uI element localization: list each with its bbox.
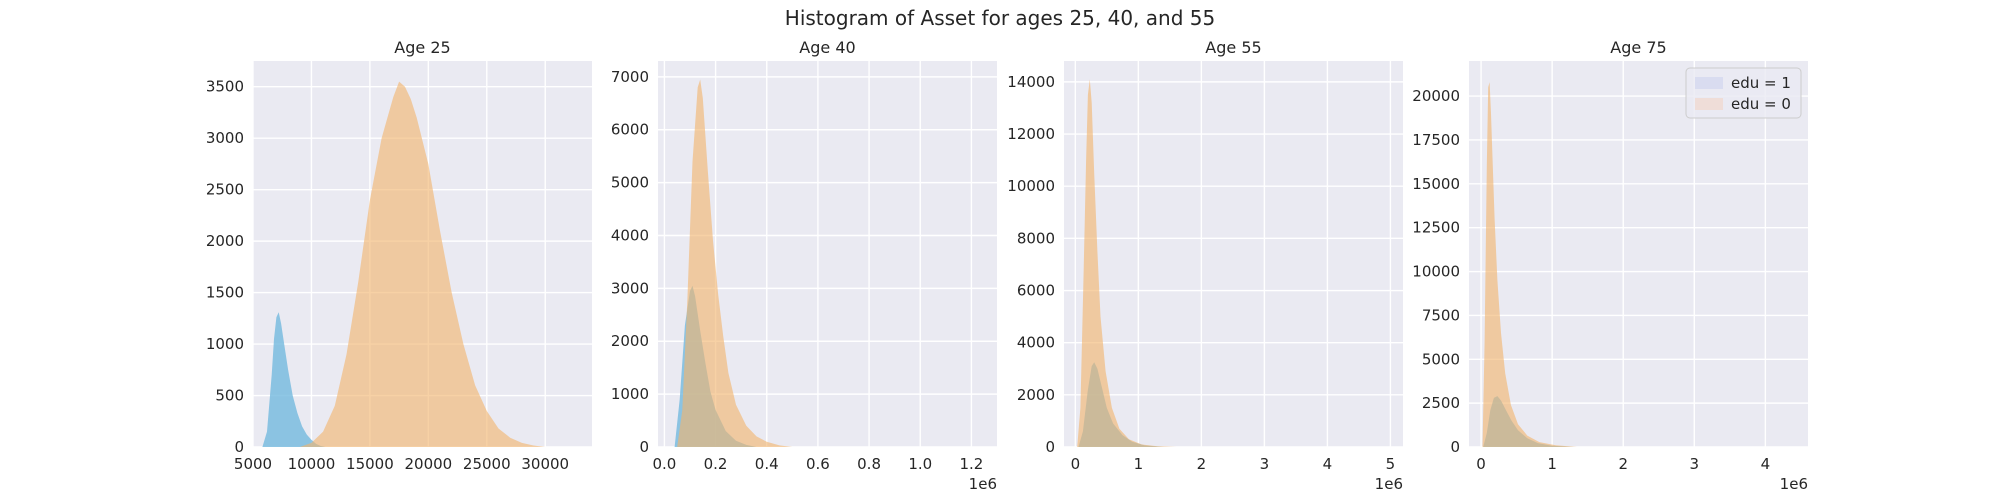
y-tick-label: 3500 bbox=[206, 78, 244, 96]
x-tick-label: 2 bbox=[1618, 455, 1628, 473]
y-tick-label: 20000 bbox=[1412, 87, 1460, 105]
legend: edu = 1 edu = 0 bbox=[1685, 67, 1802, 119]
x-tick-label: 0.8 bbox=[857, 455, 881, 473]
legend-swatch-edu1 bbox=[1695, 77, 1723, 89]
y-tick-label: 10000 bbox=[1007, 177, 1055, 195]
y-tick-label: 3000 bbox=[206, 129, 244, 147]
y-tick-label: 1000 bbox=[611, 385, 649, 403]
x-offset-label: 1e6 bbox=[969, 475, 997, 493]
y-tick-label: 7500 bbox=[1422, 306, 1460, 324]
x-offset-label: 1e6 bbox=[1780, 475, 1808, 493]
y-tick-label: 0 bbox=[1045, 438, 1055, 456]
legend-swatch-edu0 bbox=[1695, 98, 1723, 110]
series-edu0-histogram bbox=[299, 81, 546, 447]
x-tick-label: 4 bbox=[1323, 455, 1333, 473]
y-tick-label: 500 bbox=[215, 387, 244, 405]
x-tick-label: 5 bbox=[1386, 455, 1396, 473]
y-tick-label: 1000 bbox=[206, 335, 244, 353]
subplot-age-75: 0 1 2 3 4 0 2500 5000 7500 10000 12500 15000 17500 20… bbox=[1412, 38, 1808, 493]
series-edu0-histogram bbox=[677, 79, 793, 447]
x-tick-label: 0.0 bbox=[652, 455, 676, 473]
x-tick-label: 0.6 bbox=[806, 455, 830, 473]
plot-area bbox=[1469, 61, 1808, 447]
x-tick-label: 1.2 bbox=[959, 455, 983, 473]
y-tick-label: 2000 bbox=[611, 332, 649, 350]
x-tick-label: 3 bbox=[1260, 455, 1270, 473]
plot-area bbox=[1064, 61, 1403, 447]
series-edu0-histogram bbox=[1482, 82, 1577, 447]
x-tick-label: 20000 bbox=[404, 455, 452, 473]
y-tick-label: 3000 bbox=[611, 279, 649, 297]
x-tick-label: 4 bbox=[1761, 455, 1771, 473]
histogram-bars bbox=[1482, 82, 1577, 447]
y-tick-label: 6000 bbox=[1017, 282, 1055, 300]
y-tick-label: 2000 bbox=[1017, 386, 1055, 404]
series-edu0-histogram bbox=[1077, 79, 1177, 447]
y-tick-label: 15000 bbox=[1412, 175, 1460, 193]
subplot-title: Age 40 bbox=[799, 38, 855, 57]
histogram-bars bbox=[1077, 79, 1177, 447]
y-tick-label: 4000 bbox=[1017, 334, 1055, 352]
x-tick-label: 2 bbox=[1197, 455, 1207, 473]
y-tick-label: 12500 bbox=[1412, 219, 1460, 237]
y-tick-label: 0 bbox=[234, 438, 244, 456]
subplot-title: Age 55 bbox=[1205, 38, 1261, 57]
x-tick-label: 30000 bbox=[521, 455, 569, 473]
y-tick-label: 4000 bbox=[611, 226, 649, 244]
y-tick-label: 5000 bbox=[1422, 350, 1460, 368]
histogram-bars bbox=[674, 79, 793, 447]
x-tick-label: 3 bbox=[1690, 455, 1700, 473]
subplot-age-40: 0.0 0.2 0.4 0.6 0.8 1.0 1.2 0 1000 2000 3000 4000 50… bbox=[611, 38, 997, 493]
x-offset-label: 1e6 bbox=[1375, 475, 1403, 493]
y-tick-label: 17500 bbox=[1412, 131, 1460, 149]
series-edu1-histogram bbox=[262, 312, 326, 447]
y-tick-label: 14000 bbox=[1007, 73, 1055, 91]
x-tick-label: 0 bbox=[1476, 455, 1486, 473]
subplot-age-25: 5000 10000 15000 20000 25000 30000 0 500 1000 150… bbox=[206, 38, 592, 473]
y-tick-label: 8000 bbox=[1017, 229, 1055, 247]
x-tick-label: 1.0 bbox=[908, 455, 932, 473]
y-tick-label: 12000 bbox=[1007, 125, 1055, 143]
subplot-age-55: 0 1 2 3 4 5 0 2000 4000 6000 8000 10000 12000 14000 Ag… bbox=[1007, 38, 1403, 493]
x-tick-label: 0 bbox=[1071, 455, 1081, 473]
y-tick-label: 2500 bbox=[206, 181, 244, 199]
y-tick-label: 0 bbox=[1450, 438, 1460, 456]
x-tick-label: 5000 bbox=[234, 455, 272, 473]
x-tick-label: 1 bbox=[1547, 455, 1557, 473]
x-tick-label: 1 bbox=[1134, 455, 1144, 473]
y-tick-label: 5000 bbox=[611, 174, 649, 192]
x-tick-label: 10000 bbox=[288, 455, 336, 473]
histogram-bars bbox=[262, 81, 546, 447]
y-tick-label: 2500 bbox=[1422, 394, 1460, 412]
y-tick-label: 2000 bbox=[206, 232, 244, 250]
subplot-title: Age 75 bbox=[1610, 38, 1666, 57]
subplot-title: Age 25 bbox=[394, 38, 450, 57]
x-tick-label: 0.2 bbox=[704, 455, 728, 473]
x-tick-label: 15000 bbox=[346, 455, 394, 473]
y-tick-label: 10000 bbox=[1412, 263, 1460, 281]
legend-label-edu0: edu = 0 bbox=[1731, 95, 1791, 113]
y-tick-label: 7000 bbox=[611, 68, 649, 86]
x-tick-label: 25000 bbox=[463, 455, 511, 473]
y-tick-label: 0 bbox=[639, 438, 649, 456]
y-tick-label: 1500 bbox=[206, 284, 244, 302]
y-tick-label: 6000 bbox=[611, 121, 649, 139]
legend-label-edu1: edu = 1 bbox=[1731, 74, 1791, 92]
figure-title: Histogram of Asset for ages 25, 40, and … bbox=[784, 6, 1216, 30]
x-tick-label: 0.4 bbox=[755, 455, 779, 473]
